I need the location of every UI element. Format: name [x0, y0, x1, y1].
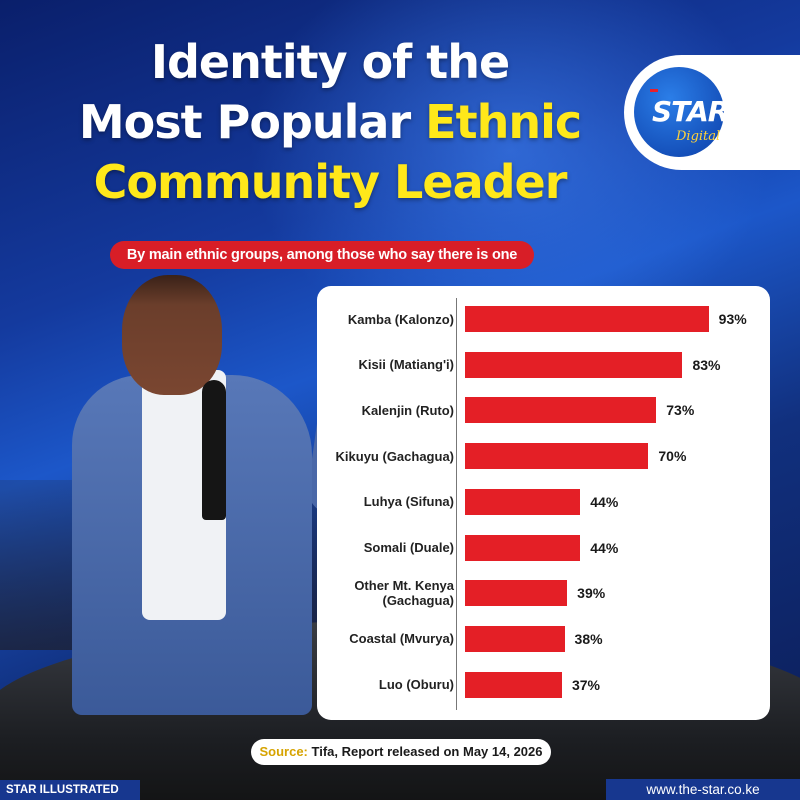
bar — [465, 580, 568, 607]
title-yellow-part: Ethnic — [425, 95, 582, 149]
category-label: Luo (Oburu) — [378, 677, 454, 693]
bar — [465, 397, 657, 424]
value-label: 73% — [666, 402, 695, 419]
bar — [465, 534, 581, 561]
source-note: Source: Tifa, Report released on May 14,… — [251, 739, 551, 765]
page-title: Identity of the Most Popular Ethnic Comm… — [40, 32, 620, 212]
footer-brand-tag: STAR ILLUSTRATED — [0, 780, 140, 800]
category-label: Coastal (Mvurya) — [349, 631, 454, 647]
value-label: 39% — [577, 585, 606, 602]
value-label: 70% — [658, 448, 687, 465]
bar — [465, 625, 565, 652]
bar — [465, 351, 683, 378]
logo-subtext: Digital — [676, 129, 721, 144]
title-line-2: Most Popular Ethnic — [40, 92, 620, 152]
category-label: Somali (Duale) — [363, 540, 454, 555]
bar — [465, 306, 709, 332]
value-label: 38% — [574, 630, 603, 647]
logo-accent — [650, 89, 658, 92]
bar — [465, 443, 649, 470]
source-text: Tifa, Report released on May 14, 2026 — [311, 744, 543, 759]
speaker-photo — [62, 275, 380, 715]
speaker-head — [122, 275, 222, 395]
title-line-3: Community Leader — [93, 155, 568, 209]
logo-badge: STAR Digital — [634, 67, 729, 157]
category-label: Kalenjin (Ruto) — [361, 402, 454, 418]
title-white-part: Most Popular — [78, 95, 411, 149]
logo-wordmark: STAR — [652, 95, 729, 128]
bar — [465, 488, 581, 515]
subtitle-pill: By main ethnic groups, among those who s… — [110, 241, 534, 269]
category-label: Luhya (Sifuna) — [363, 494, 454, 510]
bar — [465, 671, 562, 698]
value-label: 44% — [590, 493, 619, 510]
microphone-icon — [202, 380, 226, 520]
category-label: Other Mt. Kenya (Gachagua) — [354, 578, 454, 609]
category-label: Kamba (Kalonzo) — [347, 311, 454, 327]
value-label: 83% — [692, 356, 721, 373]
value-label: 44% — [590, 539, 619, 556]
title-line-1: Identity of the — [150, 35, 510, 89]
star-digital-logo: STAR Digital — [624, 55, 800, 170]
value-label: 93% — [718, 311, 747, 327]
category-label: Kisii (Matiang'i) — [358, 357, 454, 373]
value-label: 37% — [571, 676, 600, 693]
footer-website-link[interactable]: www.the-star.co.ke — [606, 779, 800, 800]
category-label: Kikuyu (Gachagua) — [335, 448, 454, 464]
chart-axis-line — [456, 298, 457, 710]
source-key: Source: — [259, 744, 308, 759]
